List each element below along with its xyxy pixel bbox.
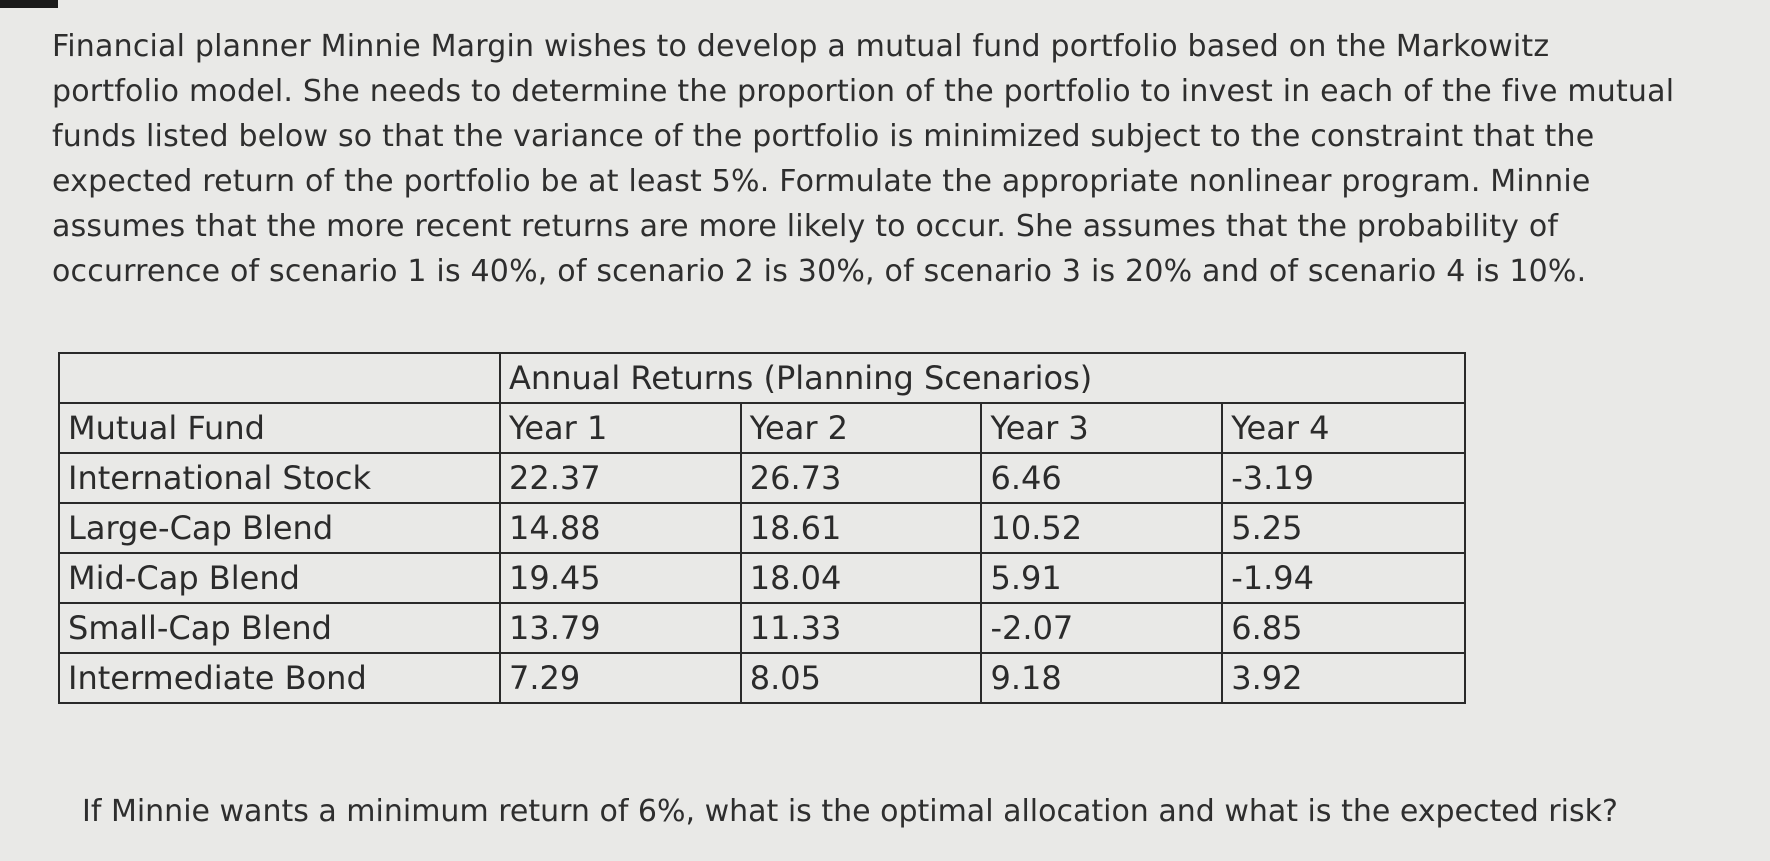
fund-name-cell: Small-Cap Blend bbox=[57, 602, 502, 654]
return-cell: 18.61 bbox=[739, 502, 983, 554]
problem-line-3: funds listed below so that the variance … bbox=[52, 119, 1595, 154]
return-cell: 26.73 bbox=[739, 452, 983, 504]
return-cell: 5.25 bbox=[1221, 502, 1466, 554]
fund-name-cell: Large-Cap Blend bbox=[57, 502, 502, 554]
column-header-year-3: Year 3 bbox=[980, 402, 1224, 454]
fund-name-cell: Intermediate Bond bbox=[57, 652, 502, 704]
table-row: International Stock 22.37 26.73 6.46 -3.… bbox=[57, 452, 1466, 504]
problem-line-1: Financial planner Minnie Margin wishes t… bbox=[52, 29, 1550, 64]
question-text: If Minnie wants a minimum return of 6%, … bbox=[82, 794, 1618, 829]
return-cell: 8.05 bbox=[739, 652, 983, 704]
return-cell: 13.79 bbox=[499, 602, 742, 654]
return-cell: -3.19 bbox=[1221, 452, 1466, 504]
corner-mark bbox=[0, 0, 58, 8]
return-cell: 22.37 bbox=[499, 452, 742, 504]
column-header-year-1: Year 1 bbox=[499, 402, 742, 454]
return-cell: 11.33 bbox=[739, 602, 983, 654]
return-cell: 9.18 bbox=[980, 652, 1224, 704]
table-row: Small-Cap Blend 13.79 11.33 -2.07 6.85 bbox=[57, 602, 1466, 654]
problem-line-5: assumes that the more recent returns are… bbox=[52, 209, 1559, 244]
table-group-header-row: Annual Returns (Planning Scenarios) bbox=[57, 352, 1466, 404]
table-row: Mid-Cap Blend 19.45 18.04 5.91 -1.94 bbox=[57, 552, 1466, 604]
table-row: Large-Cap Blend 14.88 18.61 10.52 5.25 bbox=[57, 502, 1466, 554]
table-empty-corner-cell bbox=[57, 352, 502, 404]
return-cell: 3.92 bbox=[1221, 652, 1466, 704]
return-cell: 6.85 bbox=[1221, 602, 1466, 654]
problem-line-4: expected return of the portfolio be at l… bbox=[52, 164, 1591, 199]
table-group-header: Annual Returns (Planning Scenarios) bbox=[499, 352, 1466, 404]
fund-name-cell: Mid-Cap Blend bbox=[57, 552, 502, 604]
column-header-fund: Mutual Fund bbox=[57, 402, 502, 454]
problem-statement: Financial planner Minnie Margin wishes t… bbox=[52, 24, 1752, 294]
table-row: Intermediate Bond 7.29 8.05 9.18 3.92 bbox=[57, 652, 1466, 704]
return-cell: 7.29 bbox=[499, 652, 742, 704]
return-cell: -1.94 bbox=[1221, 552, 1466, 604]
return-cell: -2.07 bbox=[980, 602, 1224, 654]
return-cell: 18.04 bbox=[739, 552, 983, 604]
column-header-year-2: Year 2 bbox=[739, 402, 983, 454]
fund-name-cell: International Stock bbox=[57, 452, 502, 504]
return-cell: 14.88 bbox=[499, 502, 742, 554]
return-cell: 19.45 bbox=[499, 552, 742, 604]
return-cell: 5.91 bbox=[980, 552, 1224, 604]
table-header-row: Mutual Fund Year 1 Year 2 Year 3 Year 4 bbox=[57, 402, 1466, 454]
return-cell: 6.46 bbox=[980, 452, 1224, 504]
return-cell: 10.52 bbox=[980, 502, 1224, 554]
problem-line-6: occurrence of scenario 1 is 40%, of scen… bbox=[52, 254, 1587, 289]
column-header-year-4: Year 4 bbox=[1221, 402, 1466, 454]
problem-line-2: portfolio model. She needs to determine … bbox=[52, 74, 1675, 109]
returns-table: Annual Returns (Planning Scenarios) Mutu… bbox=[57, 352, 1466, 704]
